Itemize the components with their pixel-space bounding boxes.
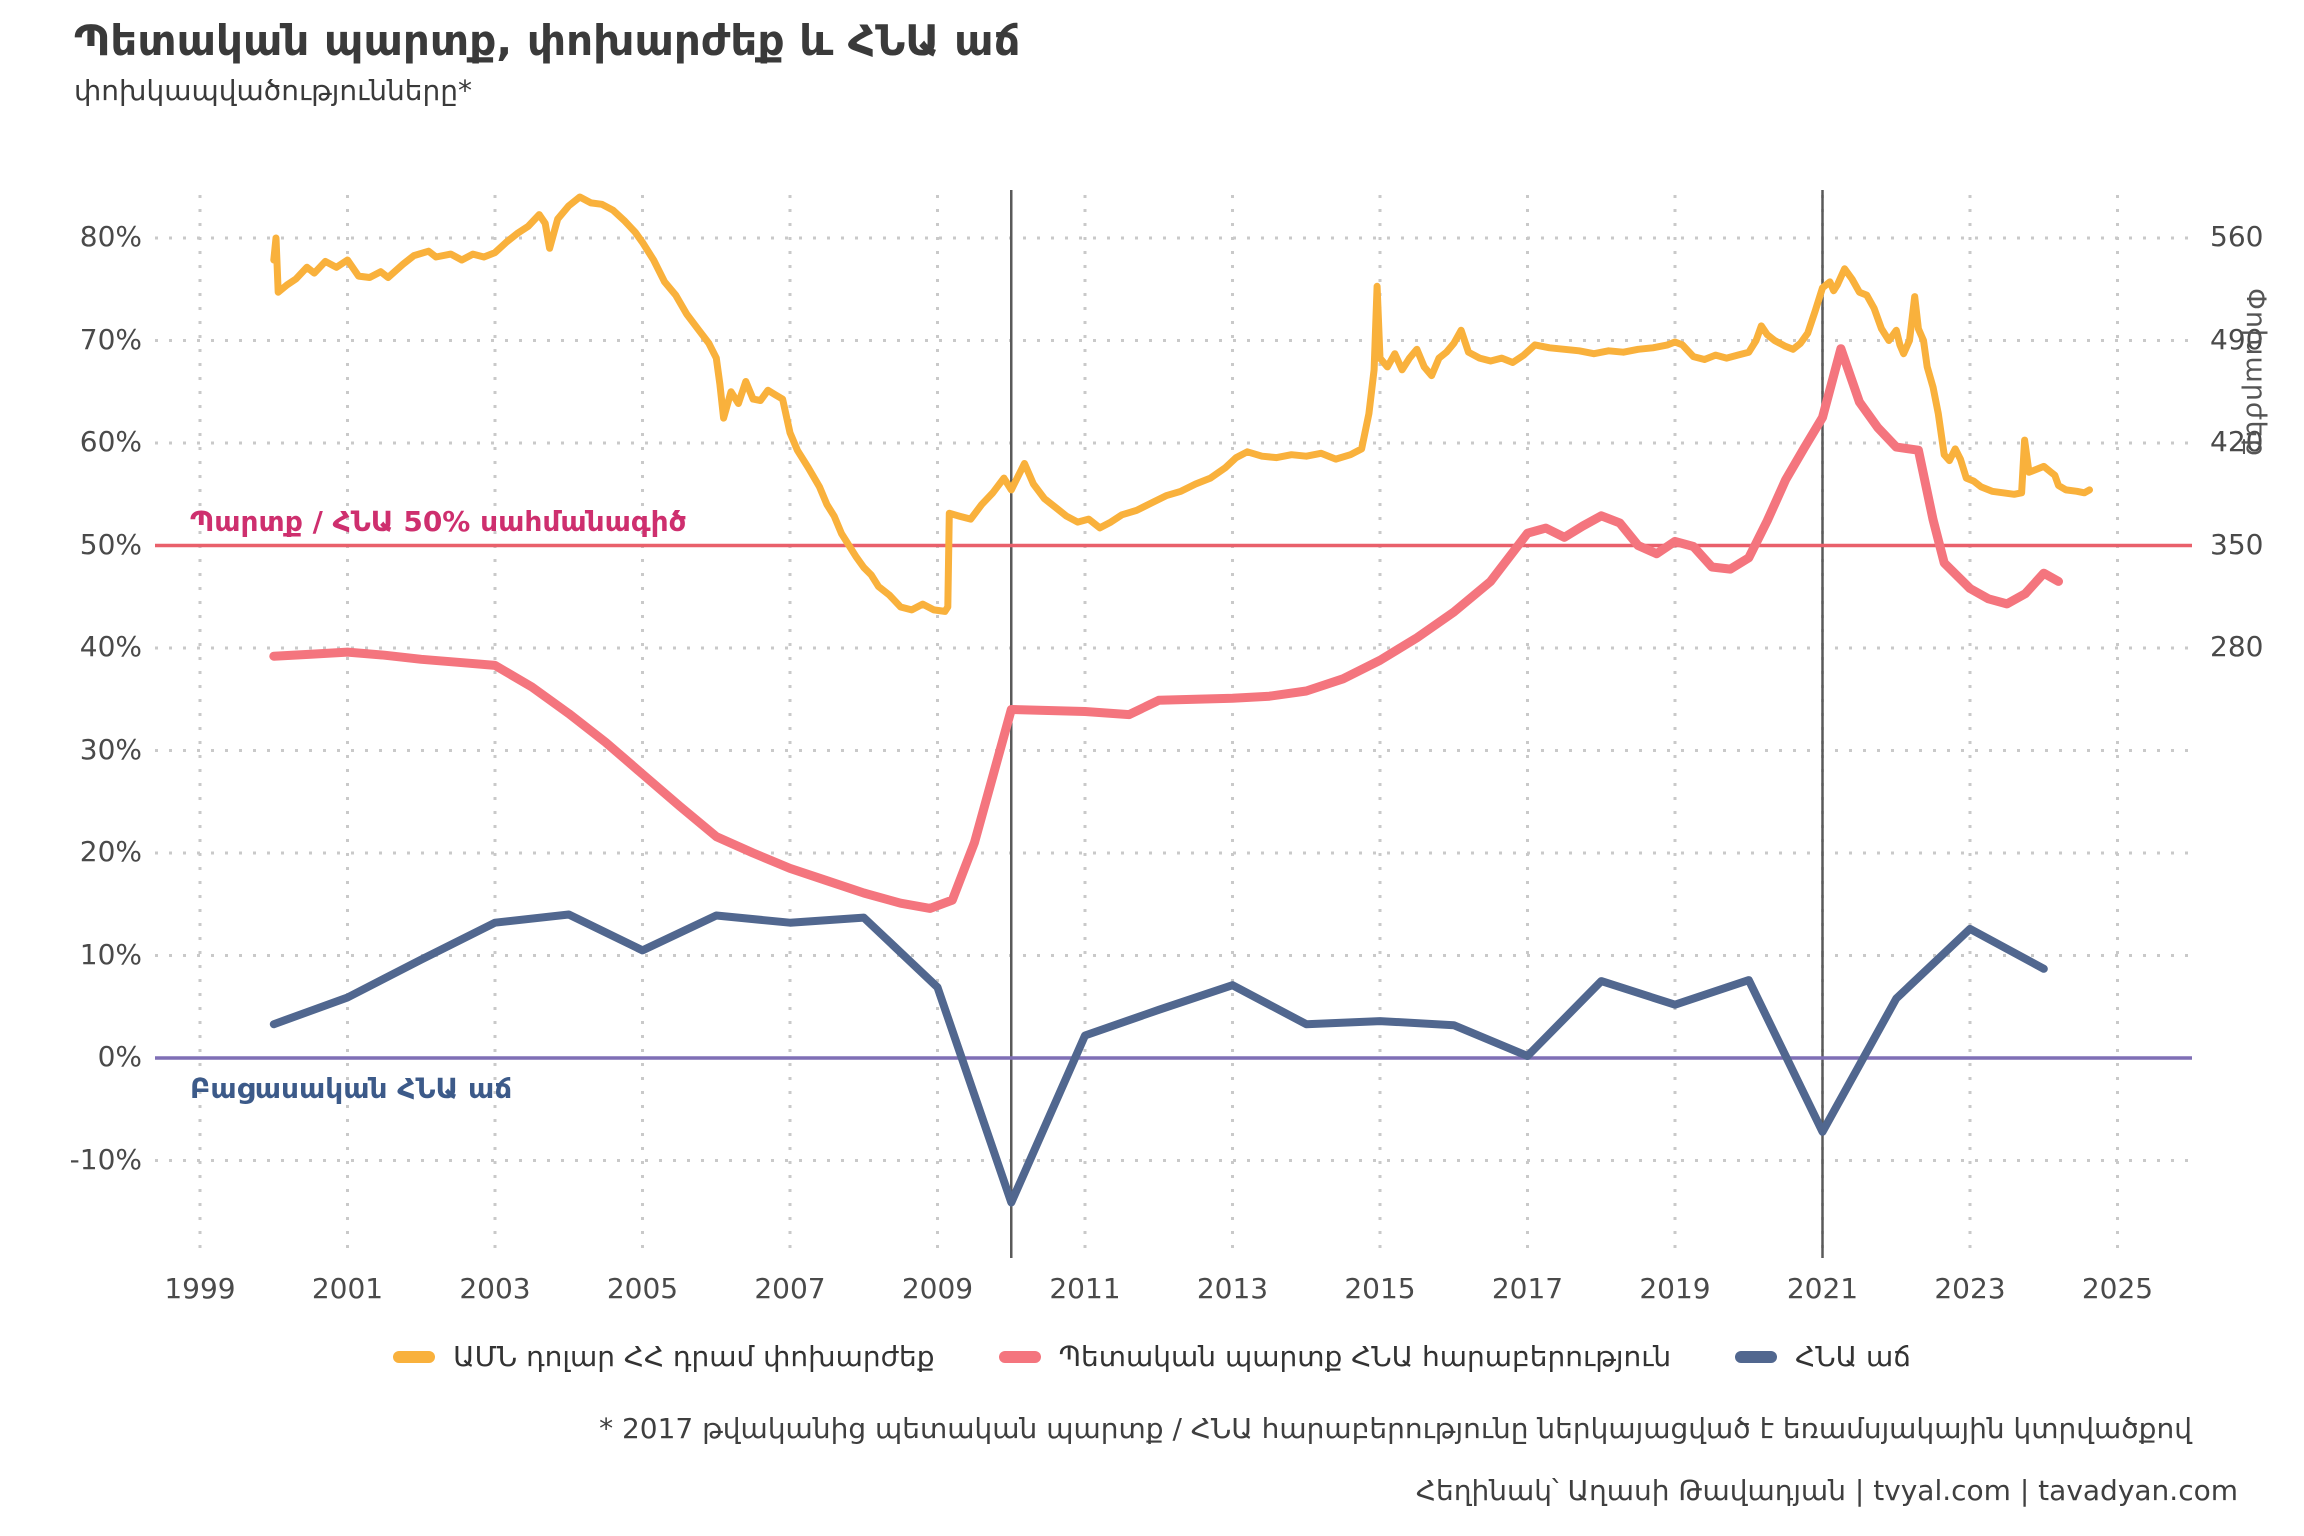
- left-axis-tick: 0%: [97, 1040, 142, 1073]
- series-line-exchange-rate: [270, 193, 2093, 615]
- series-line-gdp-growth: [269, 910, 2048, 1207]
- footnote: * 2017 թվականից պետական պարտք / ՀՆԱ հարա…: [599, 1412, 2192, 1445]
- x-axis-tick: 2009: [901, 1272, 974, 1305]
- series-line-debt-to-gdp: [269, 344, 2063, 913]
- left-axis-tick: 80%: [79, 220, 142, 253]
- x-axis-tick: 2021: [1786, 1272, 1859, 1305]
- legend-label: ԱՄՆ դոլար ՀՀ դրամ փոխարժեք: [453, 1340, 935, 1373]
- x-axis-tick: 2019: [1639, 1272, 1711, 1305]
- left-axis-tick: 20%: [79, 835, 142, 868]
- x-axis-tick: 2001: [311, 1272, 384, 1305]
- legend-label: Պետական պարտք ՀՆԱ հարաբերություն: [1058, 1340, 1672, 1373]
- left-axis-tick: 70%: [79, 322, 142, 356]
- debt-threshold-annotation: Պարտք / ՀՆԱ 50% սահմանագիծ: [190, 505, 687, 538]
- x-axis-tick: 2007: [754, 1272, 826, 1305]
- right-axis-tick: 280: [2210, 630, 2264, 663]
- page-title: Պետական պարտք, փոխարժեք և ՀՆԱ աճ: [74, 16, 1021, 65]
- legend-label: ՀՆԱ աճ: [1795, 1340, 1911, 1373]
- left-axis-tick: -10%: [69, 1142, 142, 1176]
- x-axis-tick: 2011: [1049, 1272, 1121, 1305]
- legend-item: Պետական պարտք ՀՆԱ հարաբերություն: [998, 1340, 1672, 1373]
- legend-item: ՀՆԱ աճ: [1735, 1340, 1911, 1373]
- x-axis-tick: 2013: [1196, 1272, 1269, 1305]
- left-axis-tick: 40%: [79, 630, 142, 663]
- x-axis-tick: 2023: [1934, 1272, 2006, 1305]
- page-subtitle: փոխկապվածությունները*: [74, 74, 473, 107]
- negative-gdp-annotation: Բացասական ՀՆԱ աճ: [190, 1072, 513, 1105]
- right-axis-tick: 420: [2210, 425, 2264, 458]
- x-axis-tick: 2005: [606, 1272, 679, 1305]
- left-axis-tick: 30%: [79, 732, 142, 766]
- x-axis-tick: 2025: [2081, 1272, 2154, 1305]
- x-axis-tick: 1999: [164, 1272, 236, 1305]
- left-axis-tick: 10%: [79, 937, 142, 971]
- x-axis-tick: 2015: [1344, 1272, 1416, 1305]
- right-axis-tick: 560: [2210, 220, 2264, 253]
- legend-swatch: [998, 1350, 1041, 1363]
- legend-swatch: [1735, 1350, 1778, 1363]
- x-axis-tick: 2003: [459, 1272, 531, 1305]
- x-axis-tick: 2017: [1491, 1272, 1564, 1305]
- right-axis-title: Փոխարժեք: [2240, 288, 2271, 457]
- left-axis-tick: 60%: [79, 425, 142, 458]
- left-axis-tick: 50%: [79, 527, 142, 561]
- right-axis-tick: 490: [2210, 322, 2264, 356]
- legend-item: ԱՄՆ դոլար ՀՀ դրամ փոխարժեք: [393, 1340, 935, 1373]
- right-axis-tick: 350: [2210, 527, 2264, 561]
- legend: ԱՄՆ դոլար ՀՀ դրամ փոխարժեք Պետական պարտք …: [0, 1340, 2304, 1373]
- legend-swatch: [393, 1350, 436, 1363]
- credits: Հեղինակ՝ Աղասի Թավադյան | tvyal.com | ta…: [1415, 1474, 2238, 1507]
